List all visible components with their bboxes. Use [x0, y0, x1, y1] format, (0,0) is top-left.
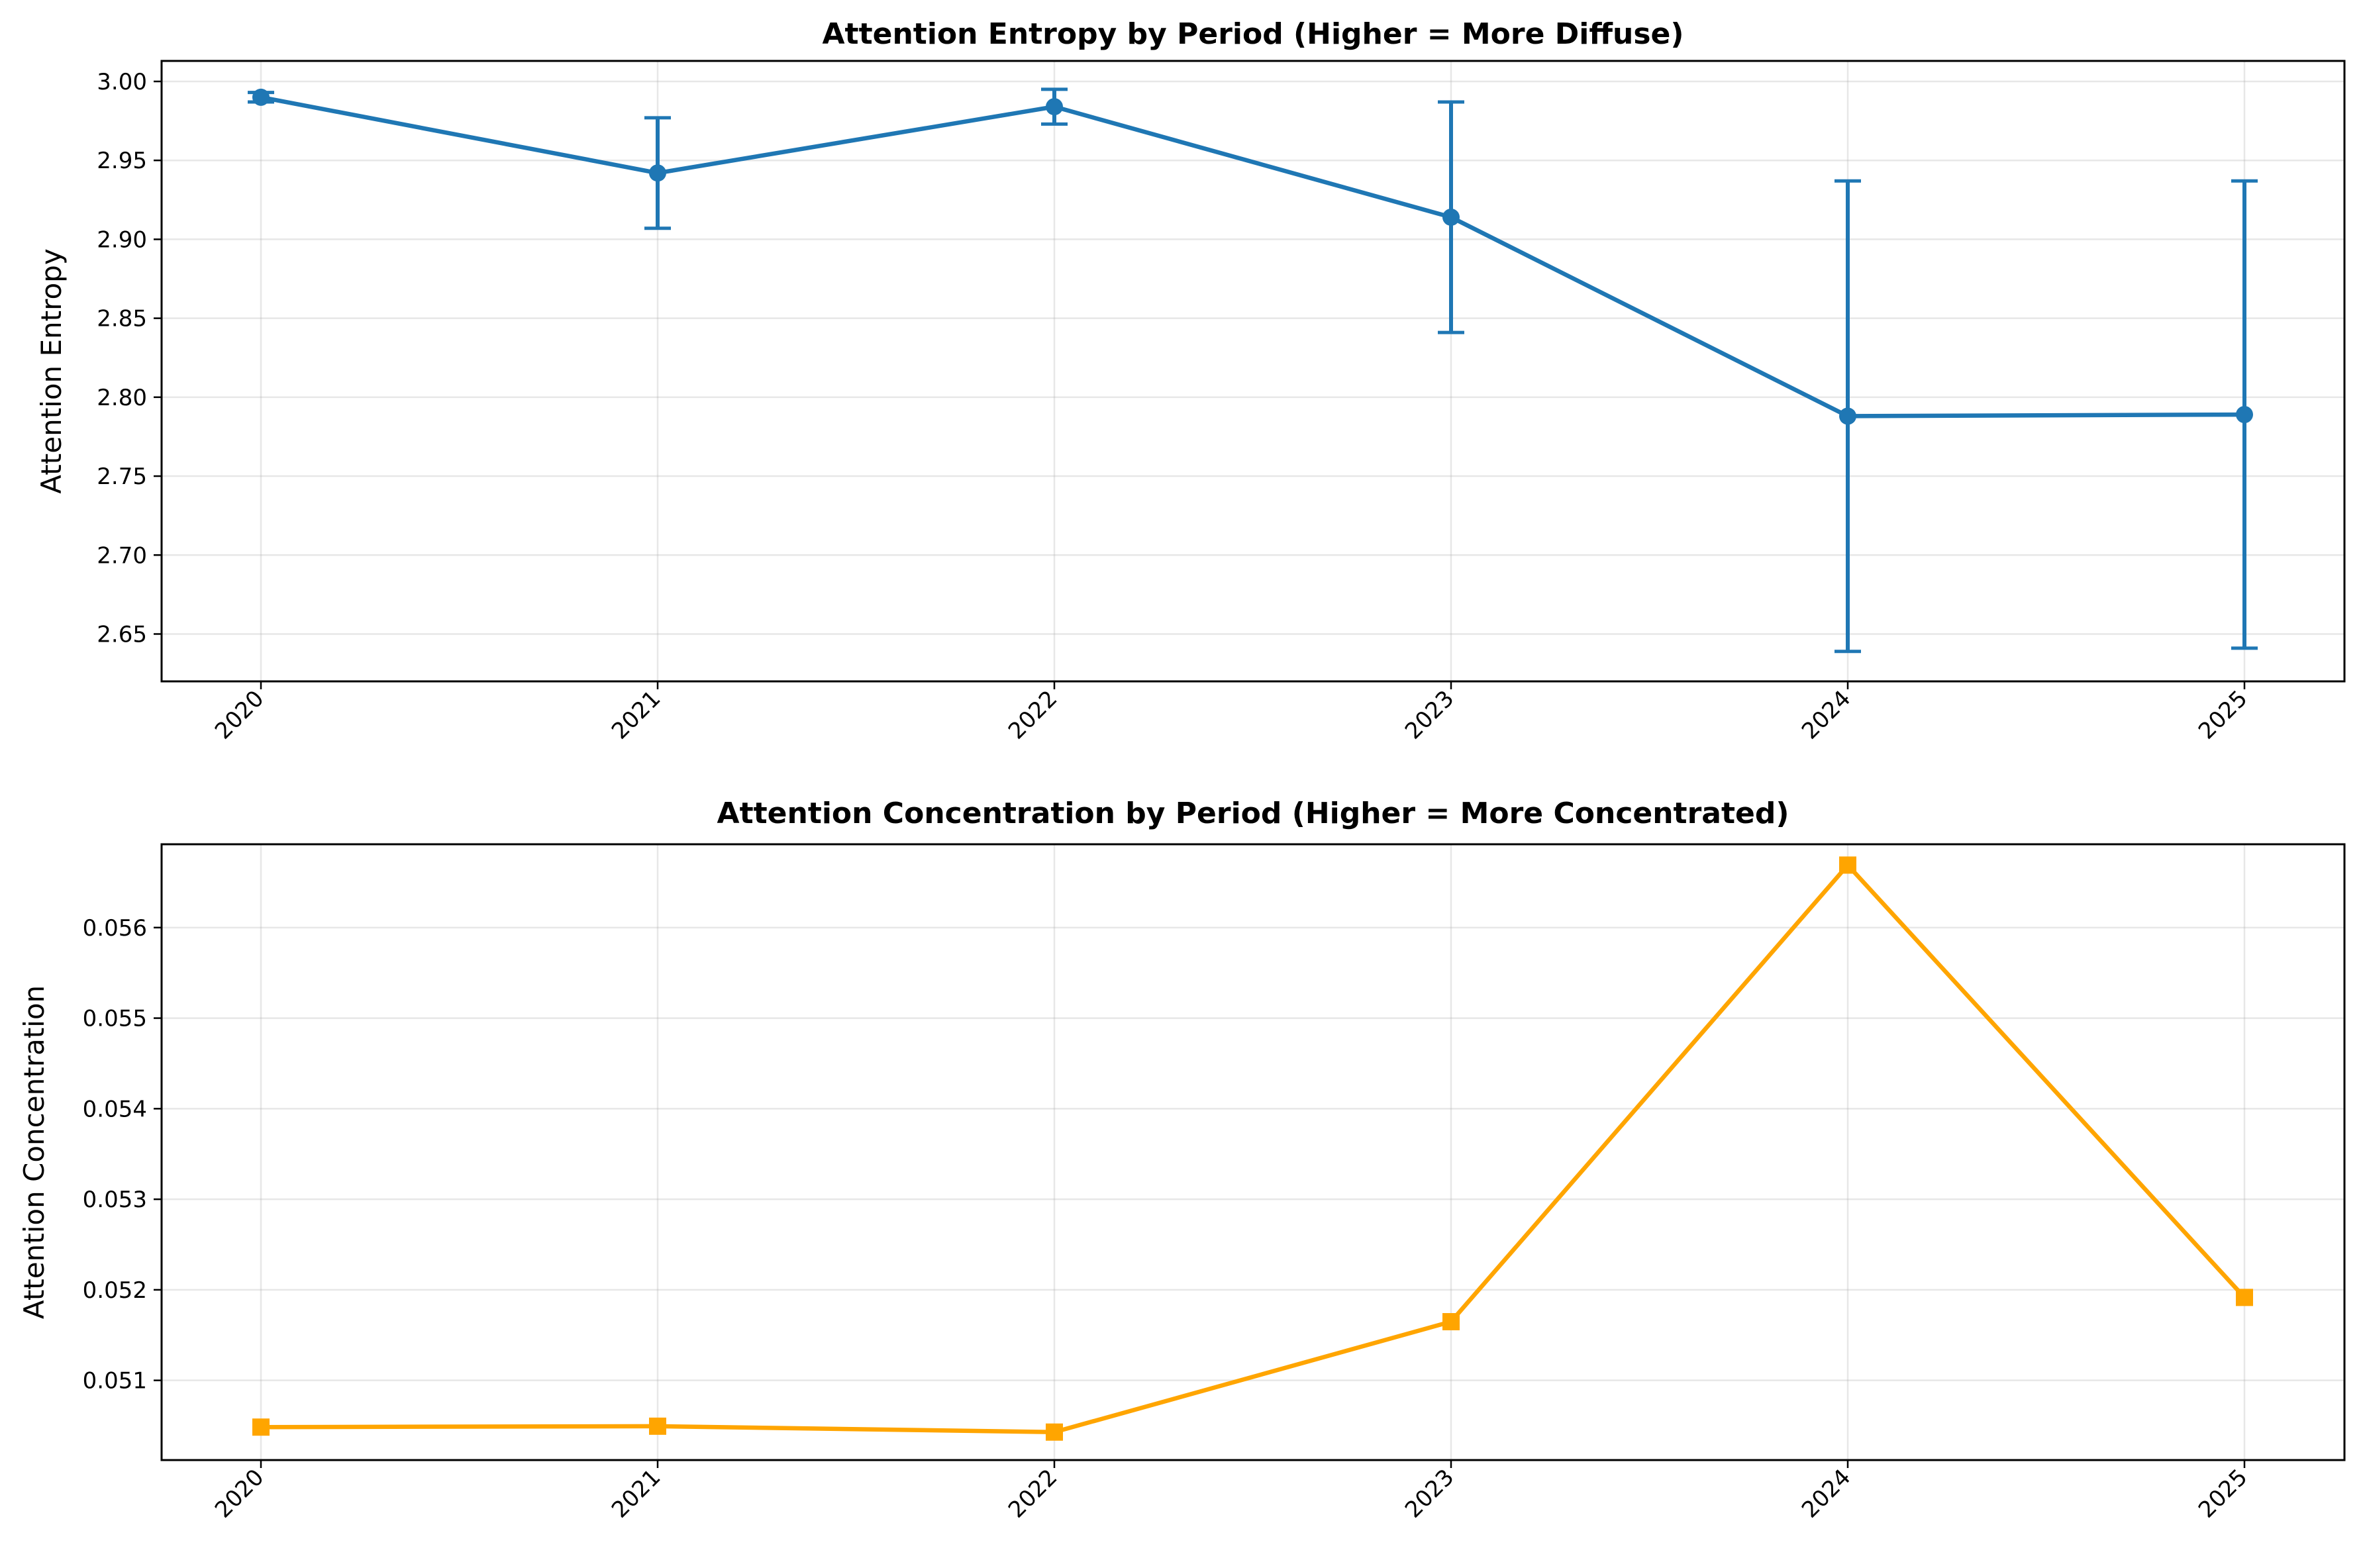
- y-tick-label: 0.052: [83, 1277, 147, 1304]
- y-tick-label: 0.056: [83, 915, 147, 942]
- plot-frame: [160, 60, 2346, 683]
- x-tick-label: 2025: [2193, 685, 2252, 744]
- series-line: [260, 863, 2246, 1434]
- y-tick-label: 0.051: [83, 1368, 147, 1395]
- y-tick-label: 2.80: [97, 385, 147, 411]
- data-point: [1442, 209, 1460, 226]
- chart-title: Attention Entropy by Period (Higher = Mo…: [823, 17, 1684, 51]
- data-point: [2236, 1289, 2253, 1306]
- y-axis-label: Attention Concentration: [18, 985, 50, 1319]
- y-tick-label: 2.70: [97, 542, 147, 569]
- y-tick-label: 2.90: [97, 226, 147, 253]
- y-tick-label: 2.85: [97, 306, 147, 332]
- data-point: [252, 1418, 270, 1436]
- data-point: [252, 88, 270, 106]
- x-tick-label: 2023: [1400, 1464, 1459, 1523]
- y-tick-label: 3.00: [97, 69, 147, 95]
- x-tick-label: 2022: [1003, 685, 1062, 744]
- x-tick-label: 2020: [210, 1464, 269, 1523]
- x-tick-label: 2021: [607, 685, 666, 744]
- data-point: [1839, 856, 1856, 874]
- y-tick-label: 2.75: [97, 464, 147, 490]
- concentration-chart: 0.051 0.052 0.053 0.054 0.055 0.056 2020 2021 20…: [18, 797, 2346, 1524]
- data-point: [2236, 406, 2253, 424]
- entropy-chart: 2.65 2.70 2.75 2.80 2.85 2.90 2.95 3.00 2020 2021…: [35, 17, 2346, 745]
- y-tick-label: 0.055: [83, 1006, 147, 1032]
- x-tick-label: 2024: [1797, 685, 1856, 744]
- x-tick-label: 2022: [1003, 1464, 1062, 1523]
- x-tick-label: 2023: [1400, 685, 1459, 744]
- data-point: [1046, 98, 1063, 116]
- series-line: [260, 95, 2245, 418]
- y-axis-label: Attention Entropy: [35, 248, 68, 493]
- data-point: [649, 164, 666, 182]
- data-point: [1046, 1423, 1063, 1441]
- x-tick-label: 2024: [1797, 1464, 1856, 1523]
- chart-title: Attention Concentration by Period (Highe…: [717, 797, 1789, 830]
- data-point: [1442, 1313, 1460, 1331]
- plot-frame: [160, 843, 2346, 1461]
- data-point: [1839, 407, 1856, 425]
- x-tick-label: 2021: [607, 1464, 666, 1523]
- y-tick-label: 2.65: [97, 621, 147, 648]
- y-tick-label: 0.054: [83, 1096, 147, 1122]
- y-tick-label: 2.95: [97, 148, 147, 174]
- x-tick-label: 2020: [210, 685, 269, 744]
- y-tick-label: 0.053: [83, 1187, 147, 1213]
- data-point: [649, 1417, 666, 1435]
- x-tick-label: 2025: [2193, 1464, 2252, 1523]
